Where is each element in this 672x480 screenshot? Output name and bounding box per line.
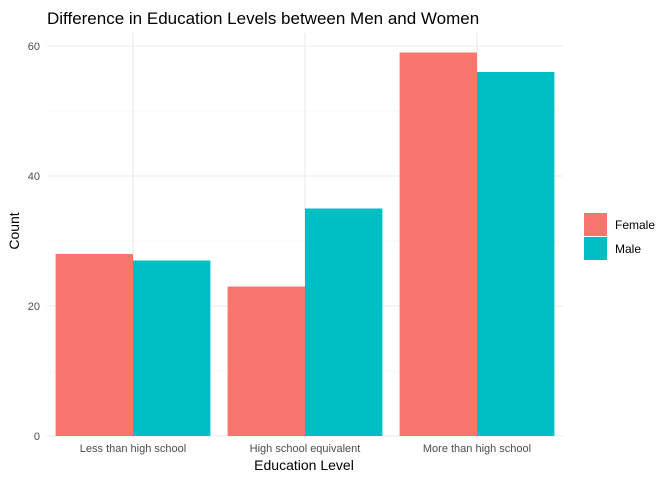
chart-title: Difference in Education Levels between M…	[47, 9, 479, 28]
y-tick-label: 0	[34, 431, 40, 443]
x-tick-label: Less than high school	[80, 443, 186, 455]
bar-female-3	[399, 52, 477, 436]
bar-female-1	[55, 254, 133, 436]
x-tick-label: High school equivalent	[250, 443, 361, 455]
y-axis-title: Count	[6, 212, 22, 249]
bar-male-1	[133, 260, 211, 436]
legend-key-male	[584, 237, 607, 260]
bar-male-3	[477, 72, 555, 436]
bar-male-2	[305, 208, 383, 436]
legend-label-male: Male	[615, 242, 641, 256]
bars	[55, 52, 555, 436]
y-tick-label: 60	[28, 41, 40, 53]
x-tick-label: More than high school	[423, 443, 531, 455]
x-axis-ticks: Less than high school High school equival…	[80, 443, 531, 455]
bar-female-2	[227, 286, 305, 436]
legend-key-female	[584, 213, 607, 236]
y-tick-label: 40	[28, 171, 40, 183]
legend-label-female: Female	[615, 218, 655, 232]
x-axis-title: Education Level	[254, 457, 354, 473]
y-tick-label: 20	[28, 301, 40, 313]
legend: Female Male	[584, 213, 655, 260]
y-axis-ticks: 0 20 40 60	[28, 41, 40, 443]
